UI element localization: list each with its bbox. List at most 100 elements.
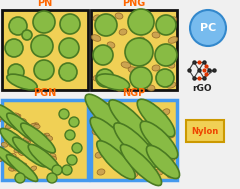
Ellipse shape <box>18 147 24 152</box>
Ellipse shape <box>30 123 37 128</box>
Ellipse shape <box>155 127 163 133</box>
Ellipse shape <box>0 157 2 162</box>
Bar <box>91 100 177 180</box>
Ellipse shape <box>22 30 32 40</box>
Ellipse shape <box>128 9 154 35</box>
Ellipse shape <box>121 155 131 161</box>
Ellipse shape <box>59 38 79 58</box>
Ellipse shape <box>13 125 20 129</box>
Ellipse shape <box>142 103 150 109</box>
Ellipse shape <box>8 64 24 80</box>
Ellipse shape <box>147 85 155 91</box>
Ellipse shape <box>85 94 127 136</box>
Ellipse shape <box>141 15 151 21</box>
Ellipse shape <box>115 13 123 19</box>
Ellipse shape <box>121 62 131 68</box>
Text: Nylon: Nylon <box>191 126 219 136</box>
Ellipse shape <box>67 155 77 165</box>
Ellipse shape <box>13 166 19 171</box>
Ellipse shape <box>167 132 175 138</box>
Ellipse shape <box>34 124 40 129</box>
Ellipse shape <box>6 123 13 128</box>
Ellipse shape <box>5 138 11 142</box>
Ellipse shape <box>93 107 101 113</box>
Ellipse shape <box>60 14 80 34</box>
Ellipse shape <box>152 32 160 38</box>
Ellipse shape <box>27 133 33 138</box>
Ellipse shape <box>137 99 175 137</box>
Ellipse shape <box>37 133 43 138</box>
Ellipse shape <box>20 148 26 153</box>
Ellipse shape <box>17 147 23 152</box>
Ellipse shape <box>44 157 50 162</box>
Ellipse shape <box>65 130 75 140</box>
Ellipse shape <box>31 35 53 57</box>
Ellipse shape <box>125 38 153 66</box>
Ellipse shape <box>156 15 176 35</box>
Ellipse shape <box>140 121 178 159</box>
Ellipse shape <box>95 57 103 63</box>
Ellipse shape <box>12 114 18 119</box>
Ellipse shape <box>18 165 24 169</box>
Ellipse shape <box>13 113 19 117</box>
Ellipse shape <box>137 37 145 43</box>
Ellipse shape <box>152 152 160 158</box>
Ellipse shape <box>10 164 16 168</box>
Text: rGO: rGO <box>192 84 212 93</box>
Ellipse shape <box>13 157 19 161</box>
Bar <box>186 120 224 142</box>
Ellipse shape <box>121 125 131 131</box>
Ellipse shape <box>0 156 3 160</box>
Ellipse shape <box>14 148 20 153</box>
Ellipse shape <box>10 153 16 158</box>
Ellipse shape <box>15 173 25 183</box>
Ellipse shape <box>0 118 1 122</box>
Ellipse shape <box>156 69 174 87</box>
Ellipse shape <box>11 164 17 168</box>
Ellipse shape <box>128 172 138 178</box>
Ellipse shape <box>128 67 138 73</box>
Ellipse shape <box>20 119 26 123</box>
Ellipse shape <box>23 138 30 142</box>
Ellipse shape <box>47 158 53 163</box>
Ellipse shape <box>169 17 177 23</box>
Ellipse shape <box>95 152 103 158</box>
Ellipse shape <box>28 151 35 156</box>
Ellipse shape <box>47 173 57 183</box>
Ellipse shape <box>92 129 100 135</box>
Ellipse shape <box>33 11 55 33</box>
Ellipse shape <box>155 44 177 66</box>
Ellipse shape <box>93 75 101 81</box>
Ellipse shape <box>32 151 38 156</box>
Ellipse shape <box>167 155 175 161</box>
Ellipse shape <box>0 157 3 162</box>
Ellipse shape <box>13 137 47 167</box>
Ellipse shape <box>36 133 42 138</box>
Ellipse shape <box>96 74 130 90</box>
Ellipse shape <box>130 67 152 89</box>
Text: PN: PN <box>37 0 53 8</box>
Ellipse shape <box>59 63 77 81</box>
Ellipse shape <box>7 113 41 143</box>
Text: PNG: PNG <box>122 0 146 8</box>
Ellipse shape <box>44 158 50 163</box>
Bar <box>2 10 88 90</box>
Ellipse shape <box>120 144 162 186</box>
Ellipse shape <box>152 65 160 71</box>
Ellipse shape <box>24 168 30 173</box>
Ellipse shape <box>31 153 37 158</box>
Ellipse shape <box>95 14 117 36</box>
Ellipse shape <box>90 117 132 159</box>
Ellipse shape <box>0 155 4 159</box>
Ellipse shape <box>16 140 22 145</box>
Text: PGN: PGN <box>33 88 57 98</box>
Ellipse shape <box>114 123 158 167</box>
Ellipse shape <box>0 128 32 156</box>
Ellipse shape <box>69 117 79 127</box>
Ellipse shape <box>157 47 165 53</box>
Ellipse shape <box>109 100 153 144</box>
Ellipse shape <box>190 10 226 46</box>
Ellipse shape <box>32 134 38 138</box>
Ellipse shape <box>10 117 16 122</box>
Ellipse shape <box>50 156 57 161</box>
